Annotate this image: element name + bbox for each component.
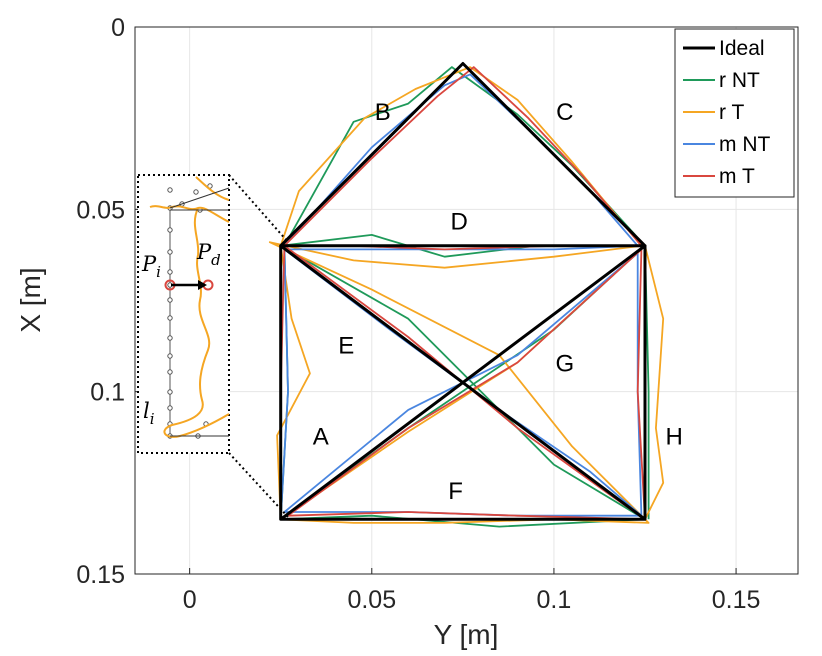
segment-label-b: B: [375, 99, 391, 126]
y-axis-ticks: 0 0.05 0.1 0.15: [76, 14, 141, 589]
segment-labels: A B C D E F G H: [313, 99, 683, 505]
inset-sample-dot: [167, 315, 173, 321]
plot-area-frame: [134, 26, 799, 575]
inset-frame: [137, 174, 230, 454]
x-tick-label: 0: [183, 586, 197, 614]
inset-sample-dot: [167, 405, 173, 411]
inset-real-trajectory: [149, 176, 230, 438]
inset-label-pd: Pd: [196, 240, 221, 269]
legend-label: Ideal: [719, 37, 765, 60]
inset-sample-dot: [167, 227, 173, 233]
x-tick-label: 0.15: [712, 586, 761, 614]
inset-sample-dot: [167, 249, 173, 255]
inset-sample-dot: [167, 335, 173, 341]
inset-label-pi: Pi: [141, 252, 161, 281]
inset-sample-dot: [167, 353, 173, 359]
segment-label-e: E: [338, 332, 354, 359]
y-tick-label: 0.1: [90, 379, 125, 407]
x-axis-ticks: 0 0.05 0.1 0.15: [183, 568, 761, 614]
segment-label-d: D: [451, 208, 468, 235]
segment-label-f: F: [448, 478, 463, 505]
legend: Ideal r NT r T m NT m T: [674, 28, 795, 198]
inset-sample-dot: [193, 189, 199, 195]
x-axis-label: Y [m]: [434, 619, 499, 650]
inset-sample-dot: [167, 187, 173, 193]
inset-sample-dot: [167, 269, 173, 275]
series-line-r-nt: [279, 66, 650, 528]
x-tick-label: 0.1: [537, 586, 572, 614]
legend-label: r T: [719, 101, 744, 124]
legend-label: m NT: [719, 133, 770, 156]
y-tick-label: 0.15: [76, 561, 125, 589]
inset-line-diag: [169, 187, 230, 209]
segment-label-c: C: [556, 99, 573, 126]
inset-arrow-head: [198, 280, 207, 290]
segment-label-a: A: [313, 423, 329, 450]
inset-sample-dot: [167, 369, 173, 375]
inset-sample-dot: [167, 389, 173, 395]
segment-label-g: G: [556, 350, 575, 377]
series-group: [268, 62, 665, 528]
y-axis-label: X [m]: [15, 267, 46, 332]
zoom-inset: Pi Pd li: [137, 174, 289, 518]
segment-label-h: H: [665, 423, 682, 450]
y-tick-label: 0: [111, 14, 125, 42]
y-tick-label: 0.05: [76, 196, 125, 224]
inset-sample-dot: [167, 297, 173, 303]
series-line-ideal: [279, 62, 647, 521]
legend-label: r NT: [719, 69, 760, 92]
inset-label-li: li: [143, 399, 155, 428]
x-tick-label: 0.05: [347, 586, 396, 614]
legend-label: m T: [719, 165, 755, 188]
